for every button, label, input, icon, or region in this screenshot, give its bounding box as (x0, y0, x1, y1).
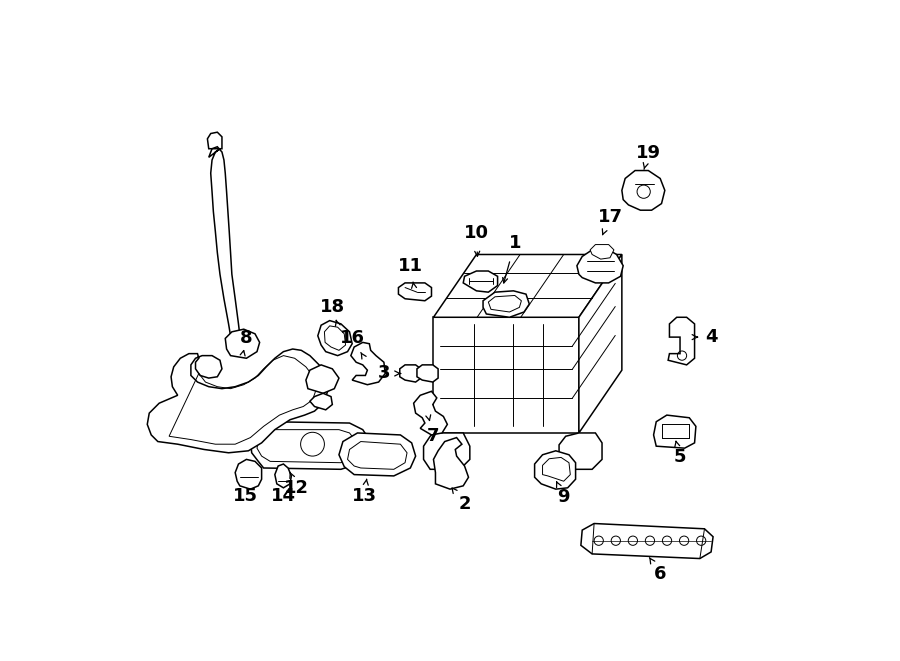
Text: 9: 9 (557, 488, 570, 506)
Polygon shape (577, 248, 623, 283)
Polygon shape (559, 433, 602, 469)
Polygon shape (579, 254, 622, 433)
Polygon shape (434, 317, 579, 433)
Polygon shape (464, 271, 498, 292)
Polygon shape (209, 147, 242, 352)
Polygon shape (483, 291, 529, 317)
Polygon shape (399, 283, 431, 301)
Text: 7: 7 (428, 427, 440, 446)
Polygon shape (400, 365, 421, 382)
Polygon shape (225, 329, 259, 358)
Text: 4: 4 (705, 328, 717, 346)
Text: 2: 2 (458, 494, 471, 513)
Polygon shape (306, 365, 339, 393)
Polygon shape (235, 459, 262, 489)
Text: 19: 19 (635, 144, 661, 163)
Polygon shape (351, 342, 385, 385)
Text: 18: 18 (320, 298, 345, 317)
Polygon shape (580, 524, 713, 559)
Polygon shape (424, 433, 470, 469)
Text: 5: 5 (674, 448, 687, 467)
Polygon shape (434, 438, 469, 489)
Polygon shape (653, 415, 696, 448)
Text: 13: 13 (352, 486, 376, 505)
Polygon shape (318, 321, 352, 356)
Text: 15: 15 (232, 486, 257, 505)
Text: 12: 12 (284, 479, 309, 497)
Text: 11: 11 (398, 256, 423, 275)
Text: 1: 1 (508, 234, 521, 253)
Text: 14: 14 (271, 486, 296, 505)
Polygon shape (434, 254, 622, 317)
Text: 3: 3 (378, 364, 391, 383)
Polygon shape (668, 317, 695, 365)
Text: 10: 10 (464, 223, 489, 242)
Polygon shape (535, 451, 576, 489)
Polygon shape (414, 391, 447, 435)
Polygon shape (274, 464, 292, 488)
Polygon shape (417, 365, 438, 382)
Text: 6: 6 (654, 564, 666, 583)
Text: 17: 17 (598, 208, 623, 226)
Polygon shape (590, 245, 614, 259)
Polygon shape (339, 433, 416, 476)
Polygon shape (310, 393, 332, 410)
Polygon shape (148, 349, 328, 453)
Polygon shape (250, 422, 369, 469)
Polygon shape (622, 171, 665, 210)
Text: 8: 8 (240, 329, 253, 348)
Text: 16: 16 (339, 329, 365, 348)
